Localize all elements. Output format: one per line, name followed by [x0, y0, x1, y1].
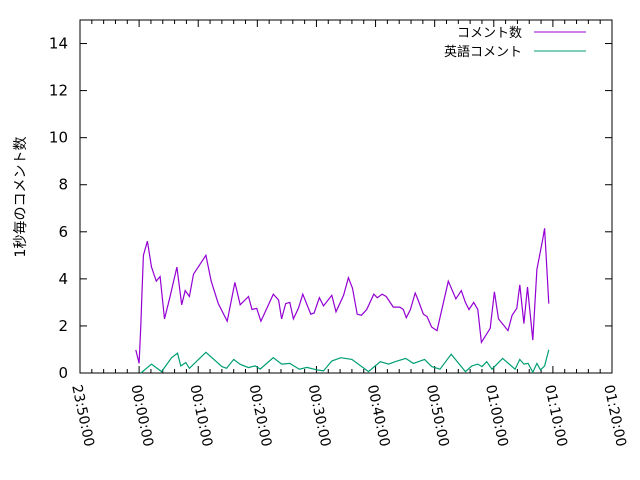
y-tick-label: 4 [58, 270, 68, 288]
y-tick-labels: 0 2 4 6 8 10 12 14 [49, 35, 68, 382]
legend-label-english: 英語コメント [444, 44, 522, 60]
legend: コメント数 英語コメント [444, 26, 586, 60]
series-lines [135, 228, 550, 374]
x-tick-label: 00:50:00 [423, 383, 452, 448]
y-tick-label: 10 [49, 129, 68, 147]
x-tick-label: 00:20:00 [246, 383, 275, 448]
y-tick-label: 0 [58, 364, 68, 382]
y-tick-label: 8 [58, 176, 68, 194]
series-line-1 [140, 349, 550, 374]
y-axis-label: 1秒毎のコメント数 [13, 137, 29, 258]
y-tick-label: 6 [58, 223, 68, 241]
y-tick-label: 2 [58, 317, 68, 335]
x-tick-labels: 23:50:00 00:00:00 00:10:00 00:20:00 00:30:00… [68, 383, 629, 448]
x-tick-label: 00:40:00 [364, 383, 393, 448]
y-tick-label: 14 [49, 35, 68, 53]
x-tick-label: 00:30:00 [305, 383, 334, 448]
x-tick-label: 23:50:00 [68, 383, 97, 448]
x-tick-label: 00:10:00 [186, 383, 215, 448]
x-tick-label: 00:00:00 [127, 383, 156, 448]
x-tick-label: 01:10:00 [541, 383, 570, 448]
y-tick-label: 12 [49, 82, 68, 100]
series-line-0 [135, 228, 550, 364]
legend-label-comments: コメント数 [457, 26, 522, 41]
axis-ticks [79, 20, 613, 374]
plot-border [79, 19, 613, 374]
x-tick-label: 01:00:00 [482, 383, 511, 448]
x-tick-label: 01:20:00 [600, 383, 629, 448]
